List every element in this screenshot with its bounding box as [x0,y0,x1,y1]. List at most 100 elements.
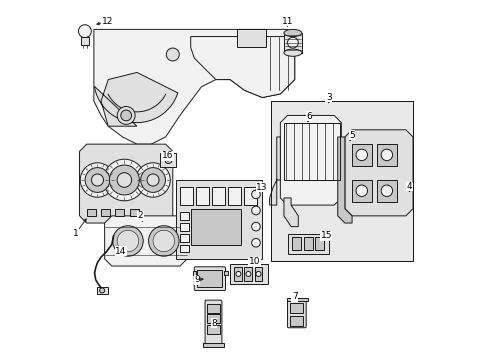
Bar [180,223,188,231]
Bar [81,37,88,45]
Polygon shape [176,180,262,259]
Ellipse shape [112,226,143,256]
Circle shape [141,168,165,192]
Bar [351,180,371,202]
Bar [190,209,241,244]
Bar [115,209,124,216]
Bar [237,30,265,47]
Bar [244,267,252,281]
Circle shape [380,185,392,197]
Text: 10: 10 [248,257,260,266]
Bar [351,144,371,166]
Bar [197,270,222,287]
Text: 2: 2 [138,211,143,220]
Circle shape [164,156,172,163]
Circle shape [355,185,367,197]
Bar [254,267,262,281]
Polygon shape [204,300,222,346]
Bar [234,267,242,281]
Bar [129,209,139,216]
Circle shape [245,271,250,276]
Circle shape [117,173,131,187]
Text: 7: 7 [291,292,297,301]
Text: 5: 5 [348,131,354,140]
Circle shape [121,110,131,121]
Circle shape [380,149,392,161]
Text: 11: 11 [281,17,293,26]
Polygon shape [104,216,187,266]
Bar [284,123,339,180]
Text: 14: 14 [115,247,126,256]
Circle shape [355,149,367,161]
Text: 13: 13 [255,183,267,192]
Polygon shape [94,30,294,144]
Circle shape [251,206,260,215]
Text: 8: 8 [211,319,217,328]
Text: 9: 9 [194,275,200,284]
Circle shape [103,159,145,201]
Polygon shape [194,267,225,291]
Polygon shape [190,37,294,98]
Bar [207,304,219,313]
Bar [271,101,412,261]
Ellipse shape [117,230,139,252]
Bar [244,187,257,205]
Polygon shape [344,130,412,216]
Bar [97,287,107,294]
Text: 4: 4 [406,182,411,191]
Bar [228,187,241,205]
Polygon shape [284,33,301,53]
Bar [212,187,224,205]
Bar [180,187,192,205]
Bar [287,234,328,253]
Polygon shape [80,144,172,223]
Circle shape [147,174,159,186]
Bar [180,212,188,220]
Bar [376,144,396,166]
Bar [196,187,208,205]
Bar [376,180,396,202]
Polygon shape [280,116,341,205]
Bar [290,316,303,325]
Circle shape [117,107,135,125]
Text: 12: 12 [102,17,113,26]
Circle shape [85,168,110,192]
Polygon shape [269,137,280,205]
Bar [101,209,110,216]
Circle shape [255,271,261,276]
Circle shape [136,163,170,197]
Bar [292,237,301,250]
Bar [230,264,267,284]
Circle shape [100,288,104,293]
Bar [160,153,176,167]
Circle shape [80,163,115,197]
Bar [286,298,307,301]
Ellipse shape [153,230,174,252]
Circle shape [287,37,298,48]
Polygon shape [284,198,298,226]
Circle shape [251,190,260,199]
Bar [207,325,219,334]
Circle shape [109,165,139,195]
Text: 15: 15 [320,231,331,240]
Circle shape [235,271,241,276]
Bar [224,271,227,275]
Text: 6: 6 [305,112,311,121]
Circle shape [91,174,103,186]
Text: 16: 16 [162,151,173,160]
Circle shape [78,25,91,38]
Bar [180,234,188,242]
Bar [192,271,196,275]
Text: 3: 3 [325,93,331,102]
Ellipse shape [148,226,179,256]
Bar [86,209,96,216]
Bar [303,237,312,250]
Polygon shape [337,137,351,223]
Ellipse shape [284,49,301,56]
Circle shape [166,48,179,61]
Bar [203,343,224,347]
Bar [207,315,219,323]
Bar [271,101,412,261]
Bar [180,244,188,252]
Bar [290,303,303,313]
